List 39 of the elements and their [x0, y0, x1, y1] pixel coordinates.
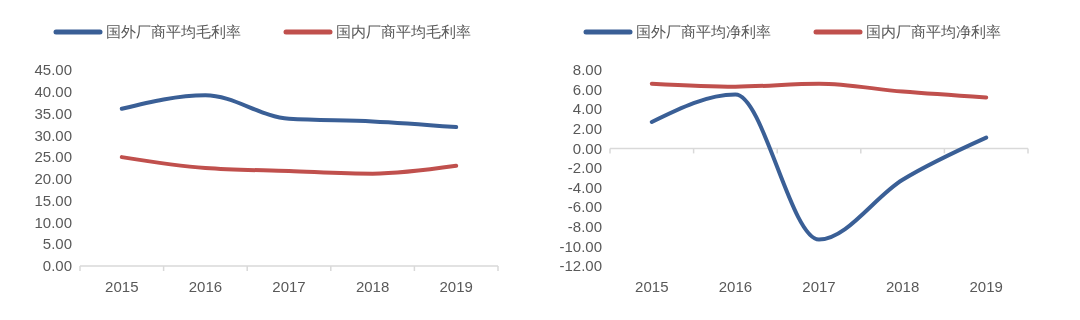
x-tick-label: 2018	[885, 278, 920, 295]
y-tick-label: 10.00	[34, 213, 72, 231]
y-tick-label: 25.00	[34, 148, 72, 166]
y-tick-label: 8.00	[572, 61, 602, 79]
y-tick-label: -2.00	[567, 159, 602, 177]
y-tick-label: -8.00	[567, 218, 602, 236]
x-tick-label: 2016	[718, 278, 753, 295]
x-tick-label: 2017	[802, 278, 836, 295]
y-tick-label: 5.00	[42, 235, 72, 253]
x-tick-label: 2019	[969, 278, 1003, 295]
legend-label: 国外厂商平均毛利率	[106, 23, 241, 41]
x-tick-label: 2018	[355, 278, 390, 295]
y-tick-label: 30.00	[34, 126, 72, 144]
y-tick-label: 0.00	[42, 257, 72, 275]
y-tick-label: 40.00	[34, 83, 72, 101]
y-tick-label: -12.00	[559, 257, 602, 275]
y-tick-label: 15.00	[34, 191, 72, 209]
y-tick-label: -4.00	[567, 178, 602, 196]
y-tick-label: 2.00	[572, 120, 602, 138]
y-tick-label: 0.00	[572, 139, 602, 157]
y-tick-label: 6.00	[572, 80, 602, 98]
legend-label: 国内厂商平均净利率	[866, 23, 1001, 41]
line-series	[649, 92, 989, 242]
x-tick-label: 2015	[635, 278, 669, 295]
x-tick-label: 2016	[188, 278, 223, 295]
line-series	[119, 93, 459, 130]
y-tick-label: 35.00	[34, 104, 72, 122]
y-tick-label: -6.00	[567, 198, 602, 216]
line-series	[649, 81, 989, 100]
x-tick-label: 2015	[105, 278, 139, 295]
legend-label: 国内厂商平均毛利率	[336, 23, 471, 41]
line-series	[119, 155, 459, 176]
legend-label: 国外厂商平均净利率	[636, 23, 771, 41]
y-tick-label: 4.00	[572, 100, 602, 118]
y-tick-label: -10.00	[559, 237, 602, 255]
x-tick-label: 2017	[272, 278, 306, 295]
y-tick-label: 45.00	[34, 61, 72, 79]
y-tick-label: 20.00	[34, 170, 72, 188]
x-tick-label: 2019	[439, 278, 473, 295]
